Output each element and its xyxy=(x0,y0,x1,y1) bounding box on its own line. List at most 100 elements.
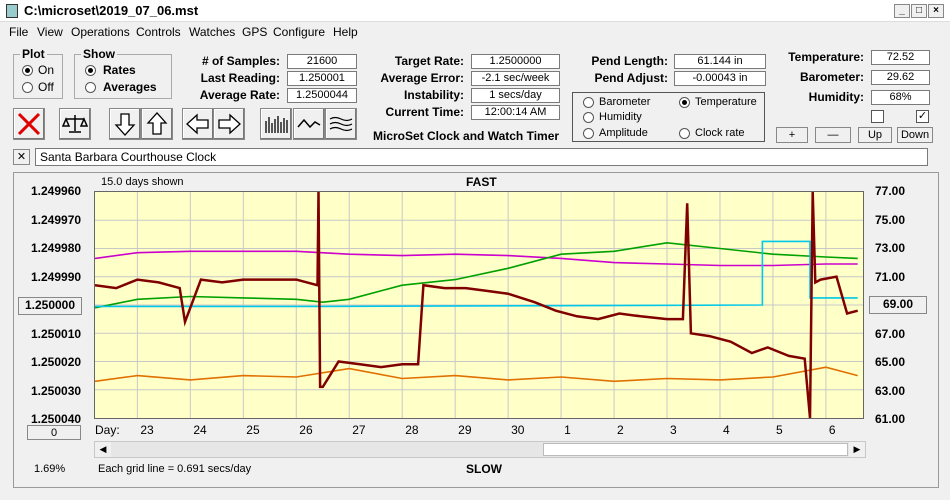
scroll-left-icon[interactable]: ◀ xyxy=(95,442,111,457)
average-error-label: Average Error: xyxy=(380,71,464,85)
menu-controls[interactable]: Controls xyxy=(136,25,181,39)
scale-icon xyxy=(62,115,88,133)
last-reading-value: 1.250001 xyxy=(287,71,357,86)
right-tick-label: 67.00 xyxy=(875,326,906,341)
grid-note: Each grid line = 0.691 secs/day xyxy=(98,463,252,475)
last-reading-label: Last Reading: xyxy=(200,71,280,85)
overlay-humidity-radio[interactable] xyxy=(583,112,594,123)
x-tick-label: 25 xyxy=(246,423,260,437)
app-caption: MicroSet Clock and Watch Timer xyxy=(373,129,560,143)
bar-plot-button[interactable] xyxy=(260,108,292,140)
target-rate-label: Target Rate: xyxy=(394,54,464,68)
right-marker-button[interactable]: 69.00 xyxy=(869,296,927,314)
clock-name-input[interactable]: Santa Barbara Courthouse Clock xyxy=(35,148,928,166)
minus-button[interactable]: — xyxy=(815,127,851,143)
x-tick-label: 27 xyxy=(352,423,366,437)
balance-button[interactable] xyxy=(59,108,91,140)
samples-label: # of Samples: xyxy=(201,54,280,68)
plot-on-label: On xyxy=(38,63,55,77)
left-tick-label: 1.250040 xyxy=(31,412,82,426)
down-button[interactable]: Down xyxy=(897,127,933,143)
samples-value: 21600 xyxy=(287,54,357,69)
barometer-value: 29.62 xyxy=(871,70,930,85)
current-time-label: Current Time: xyxy=(385,105,464,119)
overlay-barometer-label: Barometer xyxy=(599,96,651,108)
close-clock-button[interactable]: ✕ xyxy=(13,149,30,165)
right-tick-label: 77.00 xyxy=(875,184,906,198)
menu-watches[interactable]: Watches xyxy=(189,25,236,39)
multi-line-button[interactable] xyxy=(325,108,357,140)
x-tick-label: 3 xyxy=(670,423,677,437)
overlay-clock-rate-radio[interactable] xyxy=(679,128,690,139)
up-arrow-button[interactable] xyxy=(141,108,173,140)
x-tick-label: 1 xyxy=(564,423,571,437)
right-tick-label: 73.00 xyxy=(875,241,906,255)
menu-gps[interactable]: GPS xyxy=(242,25,268,39)
bars-icon xyxy=(265,116,288,133)
series-temperature xyxy=(95,241,858,309)
x-tick-label: 2 xyxy=(617,423,624,437)
pend-length-label: Pend Length: xyxy=(591,54,668,68)
left-tick-label: 1.250020 xyxy=(31,355,82,369)
plot-off-radio[interactable] xyxy=(22,82,33,93)
arrow-up-icon xyxy=(146,112,168,135)
zero-button[interactable]: 0 xyxy=(27,425,81,440)
menu-configure[interactable]: Configure xyxy=(273,25,326,39)
horizontal-scrollbar[interactable]: ◀ ▶ xyxy=(94,441,866,458)
current-time-value: 12:00:14 AM xyxy=(471,105,560,120)
left-arrow-button[interactable] xyxy=(182,108,214,140)
left-tick-label: 1.250030 xyxy=(31,383,82,398)
checkbox-1[interactable] xyxy=(871,110,884,123)
menu-view[interactable]: View xyxy=(37,25,63,39)
window-title: C:\microset\2019_07_06.mst xyxy=(24,3,199,18)
average-rate-value: 1.2500044 xyxy=(287,88,357,103)
menu-help[interactable]: Help xyxy=(333,25,358,39)
plus-button[interactable]: + xyxy=(776,127,808,143)
instability-value: 1 secs/day xyxy=(471,88,560,103)
target-rate-value: 1.2500000 xyxy=(471,54,560,69)
day-label: Day: xyxy=(95,423,120,437)
scroll-right-icon[interactable]: ▶ xyxy=(849,442,865,457)
x-tick-label: 5 xyxy=(775,423,783,437)
left-tick-label: 1.250010 xyxy=(31,326,82,341)
wave-icon xyxy=(297,118,321,129)
slow-label: SLOW xyxy=(466,462,502,476)
pend-adjust-label: Pend Adjust: xyxy=(594,71,668,85)
graph-frame xyxy=(13,172,939,488)
barometer-label: Barometer: xyxy=(799,70,864,84)
pend-length-value: 61.144 in xyxy=(674,54,766,69)
clear-button[interactable] xyxy=(13,108,45,140)
close-window-button[interactable]: × xyxy=(928,4,944,18)
show-group-title: Show xyxy=(81,47,117,61)
plot-area xyxy=(94,191,864,419)
show-averages-radio[interactable] xyxy=(85,82,96,93)
x-icon xyxy=(17,112,41,136)
temperature-label: Temperature: xyxy=(788,50,864,64)
overlay-amplitude-radio[interactable] xyxy=(583,128,594,139)
rate-chart xyxy=(95,192,863,418)
maximize-button[interactable]: □ xyxy=(911,4,927,18)
show-rates-radio[interactable] xyxy=(85,65,96,76)
menu-file[interactable]: File xyxy=(9,25,29,39)
scroll-thumb[interactable] xyxy=(543,443,848,456)
overlay-temperature-label: Temperature xyxy=(695,96,757,108)
down-arrow-button[interactable] xyxy=(109,108,141,140)
show-rates-label: Rates xyxy=(103,63,136,77)
checkbox-2[interactable]: ✓ xyxy=(916,110,929,123)
menu-operations[interactable]: Operations xyxy=(71,25,130,39)
overlay-options: Barometer Temperature Humidity Amplitude… xyxy=(572,92,765,142)
overlay-temperature-radio[interactable] xyxy=(679,97,690,108)
line-plot-button[interactable] xyxy=(293,108,325,140)
x-tick-label: 4 xyxy=(722,423,730,437)
up-button[interactable]: Up xyxy=(858,127,892,143)
right-tick-label: 75.00 xyxy=(875,212,906,227)
plot-on-radio[interactable] xyxy=(22,65,33,76)
x-tick-label: 29 xyxy=(458,423,472,437)
fast-label: FAST xyxy=(466,175,497,189)
average-rate-label: Average Rate: xyxy=(199,88,280,102)
right-arrow-button[interactable] xyxy=(213,108,245,140)
center-value-button[interactable]: 1.250000 xyxy=(18,297,82,315)
overlay-barometer-radio[interactable] xyxy=(583,97,594,108)
minimize-button[interactable]: _ xyxy=(894,4,910,18)
show-group: Show Rates Averages xyxy=(74,47,172,99)
